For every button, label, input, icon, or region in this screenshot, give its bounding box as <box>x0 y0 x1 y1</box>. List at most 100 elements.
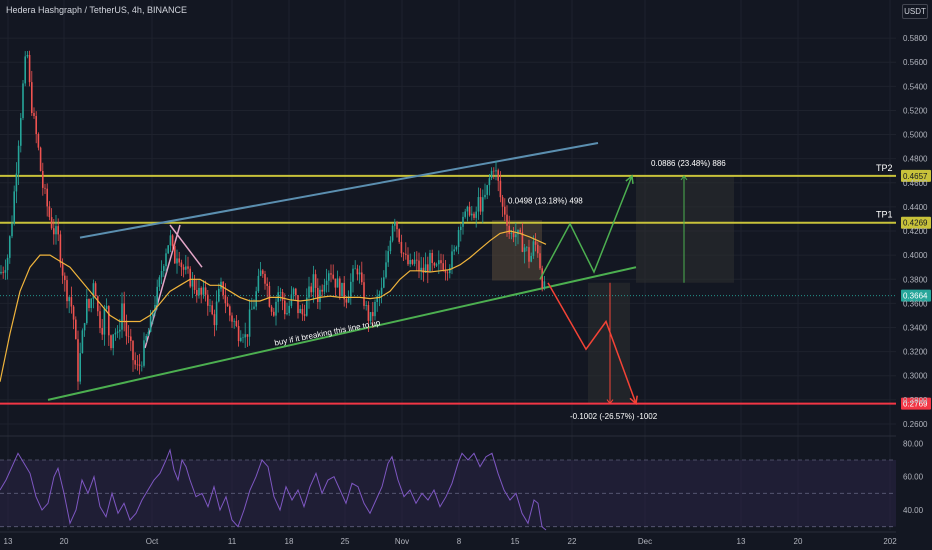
candle-body <box>301 308 304 315</box>
level-price-tag <box>901 216 931 229</box>
candle-body <box>174 245 176 264</box>
candle-body <box>400 241 403 254</box>
candle-body <box>193 279 196 290</box>
rsi-panel[interactable]: 40.00 60.00 80.00 <box>0 439 924 531</box>
candle-body <box>334 278 337 288</box>
candle-body <box>424 264 427 273</box>
candle-body <box>486 185 488 195</box>
candle-body <box>136 364 139 366</box>
candle-body <box>264 273 266 284</box>
x-tick-label: 20 <box>794 537 803 546</box>
y-tick-label: 0.5000 <box>903 131 928 140</box>
measure-arrowhead <box>680 175 688 181</box>
candle-body <box>444 269 447 273</box>
candle-body <box>255 291 257 307</box>
candle-body <box>383 277 385 288</box>
candle-body <box>354 268 356 270</box>
candle-body <box>81 330 84 354</box>
candle-body <box>169 235 172 246</box>
candle-body <box>422 267 425 273</box>
candle-body <box>385 262 387 278</box>
candle-body <box>279 292 282 293</box>
candle-body <box>57 226 59 235</box>
candle-body <box>244 334 246 338</box>
candle-body <box>537 244 539 254</box>
candle-body <box>356 268 359 275</box>
candle-body <box>416 259 418 261</box>
currency-button[interactable]: USDT <box>902 4 928 19</box>
level-price-tag <box>901 397 931 410</box>
candle-body <box>198 287 200 296</box>
candle-body <box>295 288 297 296</box>
candle-body <box>530 255 532 262</box>
symbol-header: Hedera Hashgraph / TetherUS, 4h, BINANCE <box>6 5 187 15</box>
candle-body <box>114 332 117 335</box>
candle-body <box>222 281 224 296</box>
candle-body <box>127 336 130 337</box>
candle-body <box>237 325 240 342</box>
candle-body <box>39 147 42 171</box>
candle-body <box>149 316 152 332</box>
candle-body <box>13 191 15 224</box>
candle-body <box>160 271 163 278</box>
candle-body <box>141 365 143 367</box>
candle-body <box>24 56 26 84</box>
candle-body <box>471 213 473 216</box>
candle-body <box>248 309 251 337</box>
candle-body <box>121 303 123 330</box>
candle-body <box>26 54 29 57</box>
candle-body <box>519 229 521 233</box>
candle-body <box>312 274 315 293</box>
candle-body <box>207 294 209 306</box>
level-price-label: 0.2769 <box>903 400 928 409</box>
x-tick-label: 202 <box>883 537 897 546</box>
candle-body <box>163 266 165 272</box>
candle-body <box>48 206 51 218</box>
candle-body <box>372 312 374 317</box>
candle-body <box>59 234 62 264</box>
candle-body <box>202 287 205 295</box>
y-tick-label: 0.5600 <box>903 58 928 67</box>
candle-body <box>328 273 330 281</box>
candle-body <box>64 275 66 281</box>
candle-body <box>158 277 161 287</box>
candle-body <box>512 232 515 238</box>
candle-body <box>286 313 288 315</box>
candle-body <box>31 82 33 114</box>
candle-body <box>92 283 95 299</box>
candle-body <box>218 288 220 302</box>
price-axis[interactable]: 0.2600 0.2800 0.3000 0.3200 0.3400 0.3600 0.38… <box>903 34 928 429</box>
candle-body <box>407 254 409 265</box>
candle-body <box>259 270 262 276</box>
time-axis[interactable]: 13 20 Oct 11 18 25 Nov 8 15 22 Dec 13 20 202 <box>4 537 898 546</box>
candle-body <box>134 360 136 365</box>
x-tick-label: 22 <box>568 537 577 546</box>
candle-body <box>70 297 73 307</box>
candle-body <box>438 260 440 265</box>
candle-body <box>251 308 253 310</box>
candle-body <box>88 299 90 309</box>
candle-body <box>446 272 449 274</box>
measure-box <box>636 175 734 283</box>
x-tick-label: Dec <box>638 537 652 546</box>
annotation-text: 0.0498 (13.18%) 498 <box>508 196 583 205</box>
candle-body <box>15 173 18 192</box>
rsi-tick-label: 60.00 <box>903 473 924 482</box>
candle-body <box>466 206 469 212</box>
candle-body <box>125 320 128 337</box>
candle-body <box>6 257 9 271</box>
candle-body <box>394 222 396 226</box>
candle-body <box>110 335 112 349</box>
candle-body <box>288 305 290 314</box>
candle-body <box>226 303 229 307</box>
x-tick-label: 13 <box>737 537 746 546</box>
candle-body <box>200 287 202 295</box>
candle-body <box>28 54 31 83</box>
candle-body <box>297 295 299 314</box>
x-tick-label: 25 <box>341 537 350 546</box>
measure-box <box>588 282 630 404</box>
candle-body <box>11 223 13 237</box>
candle-body <box>257 275 260 292</box>
candle-body <box>231 315 233 322</box>
